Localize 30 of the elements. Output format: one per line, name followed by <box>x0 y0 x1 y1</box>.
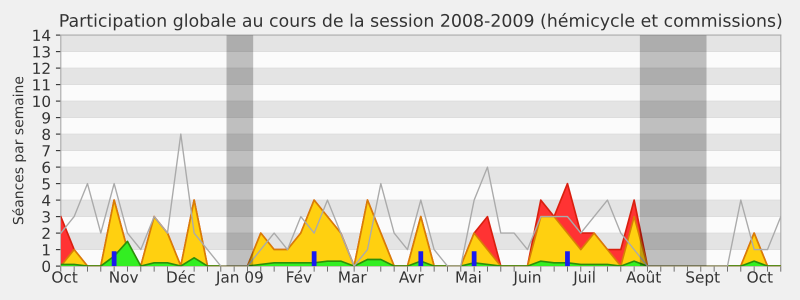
x-tick-label: Avr <box>398 271 424 283</box>
y-tick-label: 8 <box>42 128 50 140</box>
x-tick-label: Juin <box>512 270 540 286</box>
x-tick-label: Fév <box>287 270 312 283</box>
y-axis-title: Séances par semaine <box>12 76 26 224</box>
x-tick-label: Mar <box>339 271 367 283</box>
y-tick-label: 14 <box>33 30 50 41</box>
y-tick-label: 5 <box>42 178 50 190</box>
y-tick-label: 7 <box>42 145 50 156</box>
x-tick-label: Oct <box>52 271 78 283</box>
x-tick-label: Mai <box>456 270 480 283</box>
y-tick-label: 4 <box>42 194 50 206</box>
y-tick-label: 0 <box>42 260 50 272</box>
y-tick-label: 11 <box>33 79 50 90</box>
y-tick-label: 6 <box>42 162 50 174</box>
x-tick-label: Jan 09 <box>215 271 263 286</box>
y-tick-label: 10 <box>33 96 50 108</box>
y-tick-label: 9 <box>42 112 50 124</box>
y-tick-label: 1 <box>43 244 50 256</box>
x-tick-label: Nov <box>110 271 138 283</box>
y-tick-label: 12 <box>33 62 50 74</box>
y-tick-label: 2 <box>42 228 50 239</box>
y-tick-label: 3 <box>42 211 50 223</box>
chart-title: Participation globale au cours de la session 2008-2009 (hémicycle et commissions) <box>60 12 782 30</box>
x-tick-label: Juil <box>572 270 595 286</box>
x-tick-label: Oct <box>747 271 773 283</box>
x-tick-label: Août <box>626 270 661 283</box>
y-tick-label: 13 <box>33 46 50 58</box>
x-tick-label: Déc <box>168 270 195 283</box>
x-tick-label: Sept <box>686 271 720 286</box>
